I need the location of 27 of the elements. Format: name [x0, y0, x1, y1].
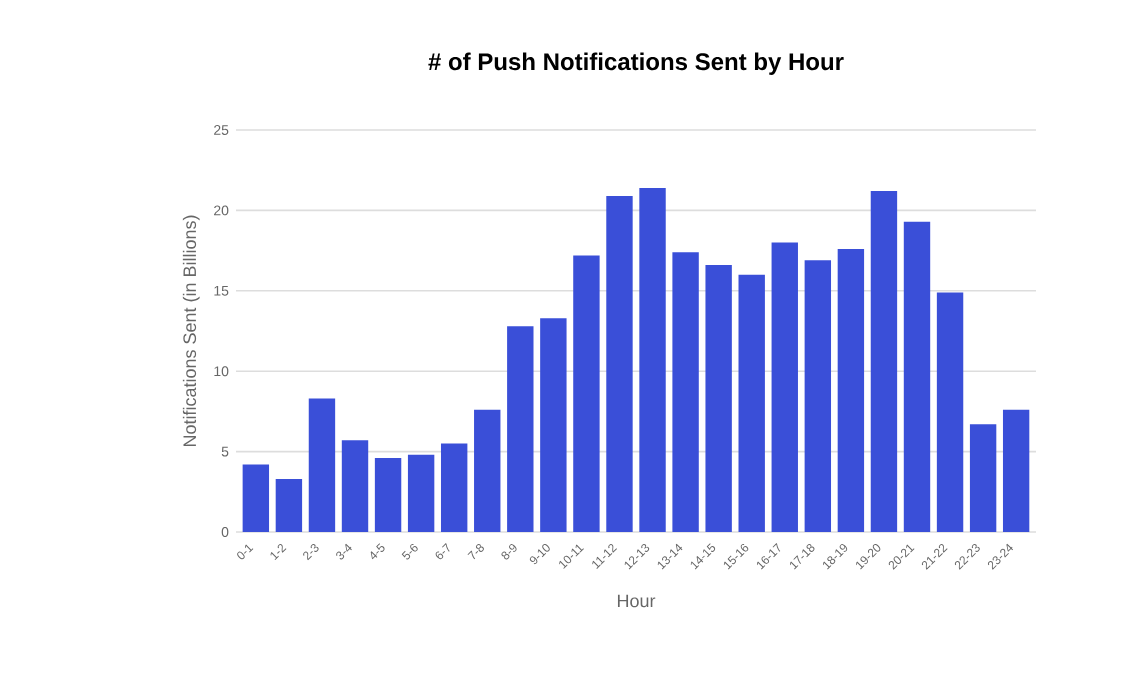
bar	[771, 242, 798, 532]
bar	[275, 478, 303, 532]
bar	[374, 458, 402, 532]
bar	[242, 464, 270, 532]
y-axis-title: Notifications Sent (in Billions)	[182, 215, 200, 447]
bar	[341, 440, 369, 532]
bar	[308, 398, 336, 532]
bar	[837, 249, 865, 532]
bar	[903, 221, 931, 532]
bar	[1002, 409, 1030, 532]
bar	[440, 443, 468, 532]
bar	[969, 424, 997, 532]
chart-title: # of Push Notifications Sent by Hour	[428, 52, 844, 75]
bar	[936, 292, 964, 532]
bar	[507, 326, 534, 532]
bar	[540, 318, 567, 532]
bar	[639, 187, 666, 532]
bar	[474, 409, 501, 532]
bar	[407, 454, 435, 532]
bar	[738, 274, 765, 532]
x-axis-title: Hour	[617, 594, 656, 608]
bar	[870, 191, 898, 532]
bar	[672, 252, 699, 532]
bar	[573, 255, 600, 532]
bar	[804, 260, 832, 532]
bar	[705, 265, 732, 532]
bar	[606, 195, 633, 532]
